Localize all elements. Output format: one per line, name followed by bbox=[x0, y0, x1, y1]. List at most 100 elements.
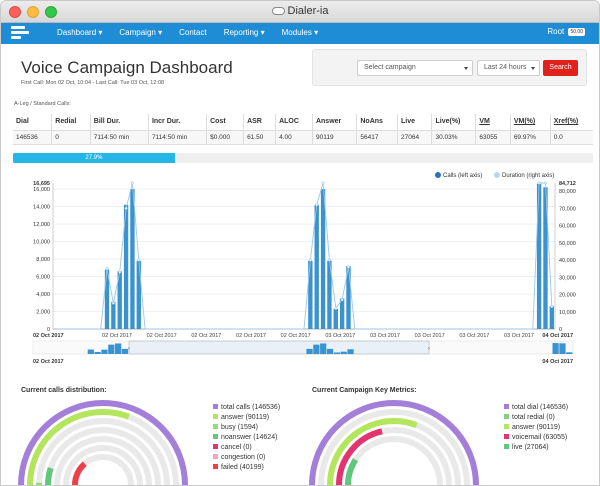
chart-bar bbox=[333, 308, 338, 329]
column-header: Dial bbox=[13, 114, 52, 131]
y-right-tick-label: 30,000 bbox=[559, 275, 576, 281]
duration-point bbox=[111, 301, 115, 305]
table-cell: $0.000 bbox=[206, 129, 244, 145]
legend-item[interactable]: voicemail (63055) bbox=[504, 433, 568, 443]
y-left-tick-label: 12,000 bbox=[33, 222, 50, 228]
campaign-select[interactable]: Select campaign bbox=[357, 60, 473, 76]
nav-item-label: Dashboard bbox=[57, 28, 97, 37]
progress-fill: 27.9% bbox=[13, 153, 175, 163]
column-header[interactable]: VM(%) bbox=[509, 114, 551, 131]
column-header[interactable]: Xref(%) bbox=[549, 114, 593, 131]
x-tick-label: 03 Oct 2017 bbox=[415, 333, 445, 339]
legend-swatch-icon bbox=[213, 404, 218, 409]
legend-item[interactable]: cancel (0) bbox=[213, 443, 280, 453]
chart-bar bbox=[123, 204, 129, 329]
app-logo[interactable] bbox=[11, 26, 29, 41]
legend-item[interactable]: congestion (0) bbox=[213, 453, 280, 463]
chart-bar bbox=[339, 298, 345, 329]
legend-item[interactable]: answer (90119) bbox=[504, 423, 568, 433]
calls-distribution-title: Current calls distribution: bbox=[21, 387, 107, 394]
column-header: Incr Dur. bbox=[147, 114, 207, 131]
y-right-tick-label: 70,000 bbox=[559, 206, 576, 212]
y-left-tick-label: 0 bbox=[47, 327, 50, 333]
duration-point bbox=[346, 265, 350, 269]
legend-item-label: total redial (0) bbox=[512, 414, 555, 421]
time-range-select[interactable]: Last 24 hours bbox=[477, 60, 540, 76]
legend-item[interactable]: total redial (0) bbox=[504, 413, 568, 423]
nav-item-label: Contact bbox=[179, 28, 207, 37]
duration-point bbox=[308, 258, 312, 262]
x-tick-label: 03 Oct 2017 bbox=[504, 333, 534, 339]
y-left-tick-label: 6,000 bbox=[36, 275, 50, 281]
duration-point bbox=[315, 203, 319, 207]
table-cell: 27064 bbox=[397, 129, 432, 145]
chart-bar bbox=[327, 260, 332, 329]
column-header[interactable]: VM bbox=[475, 114, 511, 131]
nav-item-contact[interactable]: Contact bbox=[179, 28, 207, 37]
user-menu[interactable]: Root 50.00 bbox=[547, 27, 585, 36]
calls-chart: 0 2,000 4,000 6,000 8,000 10,000 12,000 14,000 1… bbox=[1, 166, 599, 366]
legend-swatch-icon bbox=[504, 404, 509, 409]
legend-item-label: cancel (0) bbox=[221, 444, 252, 451]
close-window-button[interactable] bbox=[9, 6, 21, 18]
duration-point bbox=[105, 267, 109, 271]
donut-arc bbox=[27, 409, 130, 485]
donut-track bbox=[72, 454, 134, 485]
legend-duration[interactable]: Duration (right axis) bbox=[494, 172, 554, 179]
table-cell: 0 bbox=[51, 129, 91, 145]
nav-item-reporting[interactable]: Reporting ▾ bbox=[224, 28, 265, 37]
table-cell: 61.50 bbox=[243, 129, 276, 145]
legend-item[interactable]: live (27064) bbox=[504, 443, 568, 453]
legend-item[interactable]: answer (90119) bbox=[213, 413, 280, 423]
zoom-window-button[interactable] bbox=[45, 6, 57, 18]
donut-arc bbox=[18, 400, 188, 485]
nav-item-dashboard[interactable]: Dashboard ▾ bbox=[57, 28, 102, 37]
chart-bar bbox=[117, 271, 122, 329]
legend-item[interactable]: total calls (146536) bbox=[213, 403, 280, 413]
legend-item[interactable]: noanswer (14624) bbox=[213, 433, 280, 443]
duration-point bbox=[124, 206, 128, 210]
navigator-bar bbox=[108, 344, 115, 354]
y-left-max-label: 16,695 bbox=[33, 181, 50, 187]
legend-dot-icon bbox=[435, 172, 441, 178]
chart-bar bbox=[320, 189, 326, 329]
nav-item-modules[interactable]: Modules ▾ bbox=[282, 28, 319, 37]
table-cell: 7114:50 min bbox=[147, 129, 207, 145]
cloud-icon bbox=[271, 7, 285, 15]
calls-distribution-legend: total calls (146536) answer (90119) busy (… bbox=[213, 403, 280, 473]
balance-badge: 50.00 bbox=[568, 28, 585, 36]
calls-distribution-chart bbox=[18, 400, 188, 485]
chevron-down-icon: ▾ bbox=[155, 28, 163, 37]
x-tick-label: 02 Oct 2017 bbox=[147, 333, 177, 339]
x-tick-label: 02 Oct 2017 bbox=[191, 333, 221, 339]
navigator-bar bbox=[552, 343, 559, 354]
call-range-text: First Call: Mon 02 Oct, 10:04 - Last Cal… bbox=[21, 80, 165, 86]
key-metrics-title: Current Campaign Key Metrics: bbox=[312, 387, 417, 394]
chevron-down-icon bbox=[464, 67, 468, 70]
legend-item[interactable]: busy (1594) bbox=[213, 423, 280, 433]
nav-item-campaign[interactable]: Campaign ▾ bbox=[119, 28, 162, 37]
legend-item[interactable]: total dial (146536) bbox=[504, 403, 568, 413]
chart-bar bbox=[346, 266, 351, 329]
legend-swatch-icon bbox=[504, 434, 509, 439]
legend-item-label: answer (90119) bbox=[512, 424, 561, 431]
column-header: ASR bbox=[243, 114, 276, 131]
table-cell: 0.0 bbox=[549, 129, 593, 145]
user-name: Root bbox=[547, 27, 565, 36]
chart-bar bbox=[308, 260, 313, 329]
legend-item[interactable]: failed (40199) bbox=[213, 463, 280, 473]
chart-bar bbox=[549, 306, 554, 329]
chevron-down-icon: ▾ bbox=[258, 28, 265, 37]
search-button[interactable]: Search bbox=[543, 60, 578, 76]
navigator-bar bbox=[87, 349, 94, 354]
legend-calls-label: Calls (left axis) bbox=[443, 173, 483, 179]
duration-point bbox=[550, 305, 554, 309]
navigator-bar bbox=[333, 352, 340, 354]
donut-arc bbox=[309, 400, 479, 485]
minimize-window-button[interactable] bbox=[27, 6, 39, 18]
nav-item-label: Reporting bbox=[223, 28, 259, 37]
legend-calls[interactable]: Calls (left axis) bbox=[435, 172, 482, 179]
stats-table: Dial Redial Bill Dur. Incr Dur. Cost ASR ALOC A… bbox=[13, 114, 593, 145]
navigator-bar bbox=[121, 348, 129, 354]
table-cell: 69.97% bbox=[509, 129, 551, 145]
